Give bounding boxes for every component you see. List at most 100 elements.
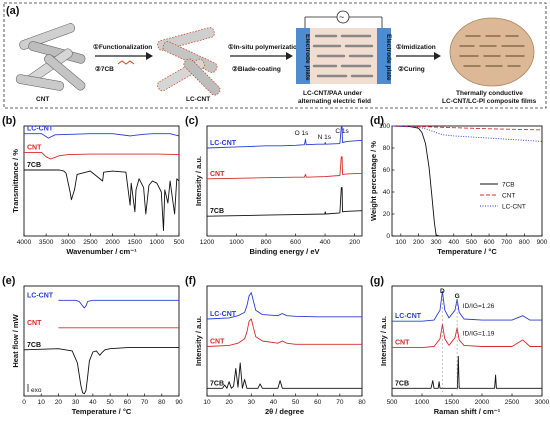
annotation-exo: exo <box>31 387 42 394</box>
x-tick-label: 400 <box>448 239 459 246</box>
x-tick-label: 2500 <box>505 399 520 406</box>
svg-text:~: ~ <box>339 12 344 22</box>
series-label-7cb: 7CB <box>395 380 409 387</box>
series-label-7cb: 7CB <box>27 342 41 349</box>
chart-panel-f: (f) 10 20 30 40 50 60 70 80 2θ / degree Intensity … <box>185 275 366 416</box>
x-tick-label: 1000 <box>415 399 430 406</box>
svg-text:Electrode plate: Electrode plate <box>385 34 392 81</box>
x-tick-label: 1200 <box>200 239 215 246</box>
x-axis-title: Temperature / °C <box>437 247 497 256</box>
ac-source-icon <box>336 10 350 24</box>
x-tick-label: 300 <box>431 239 442 246</box>
arrow-step-3: ①Imidization ②Curing <box>396 43 441 73</box>
series-label-lc-cnt: LC-CNT <box>210 140 237 147</box>
y-tick-label: 80 <box>383 145 391 152</box>
y-tick-label: 100 <box>379 123 390 130</box>
series-label-lc-cnt: LC-CNT <box>27 126 54 133</box>
x-axis-title: Temperature / °C <box>72 407 132 416</box>
series-line-lc-cnt <box>206 126 363 149</box>
step2-blade-coating: ②Blade-coating <box>232 65 281 73</box>
x-tick-label: 50 <box>292 399 300 406</box>
x-tick-label: 10 <box>38 399 46 406</box>
x-tick-label: 1500 <box>445 399 460 406</box>
paa-caption-2: alternating electric field <box>298 98 371 105</box>
series-line-7cb <box>392 355 542 389</box>
y-tick-label: 60 <box>383 167 391 174</box>
x-tick-label: 3500 <box>39 239 54 246</box>
chart-panels: (b)4000 3500 3000 2500 2000 1500 1000 500Wavenu… <box>2 115 550 416</box>
step1-7cb: ②7CB <box>95 65 114 73</box>
x-tick-label: 70 <box>141 399 149 406</box>
panel-label: (b) <box>2 115 16 127</box>
x-tick-label: 30 <box>248 399 256 406</box>
x-tick-label: 0 <box>22 399 26 406</box>
x-tick-label: 500 <box>174 239 185 246</box>
arrow-step-1: ①Functionalization ②7CB <box>93 43 153 73</box>
panel-label: (f) <box>185 275 196 287</box>
x-tick-label: 400 <box>320 239 331 246</box>
series-label-7cb: 7CB <box>210 380 224 387</box>
x-tick-label: 700 <box>501 239 512 246</box>
film-caption-2: LC-CNT/LC-PI composite films <box>442 98 537 105</box>
electrode-plate-left <box>296 28 310 84</box>
x-tick-label: 80 <box>358 399 366 406</box>
y-tick-label: 40 <box>383 189 391 196</box>
legend-entry: LC-CNT <box>502 203 526 210</box>
series-line-lc-cnt <box>206 292 362 320</box>
x-tick-label: 1500 <box>127 239 142 246</box>
chart-panel-c: (c) 1200 1000 800 600 400 200 Binding energy / … <box>185 115 363 256</box>
paa-caption-1: LC-CNT/PAA under <box>303 90 362 97</box>
x-axis-title: Wavenumber / cm⁻¹ <box>66 247 137 256</box>
plot-frame <box>23 285 180 397</box>
x-tick-label: 200 <box>349 239 360 246</box>
plot-frame <box>206 125 363 237</box>
series-label-lc-cnt: LC-CNT <box>395 313 422 320</box>
x-tick-label: 2000 <box>475 399 490 406</box>
y-axis-title: Weight percentage / % <box>369 141 378 221</box>
series-line-7cb <box>391 125 542 237</box>
legend-entry: CNT <box>502 192 515 199</box>
series-line-7cb <box>207 362 362 389</box>
step2-polymerization: ①In-situ polymerization <box>228 43 301 51</box>
step3-imidization: ①Imidization <box>396 43 436 51</box>
x-axis-title: Binding energy / eV <box>249 247 319 256</box>
electric-field-cell: ~ Electrode plate Electrode plate LC-CNT… <box>296 10 392 105</box>
panel-label: (d) <box>370 115 384 127</box>
x-tick-label: 800 <box>261 239 272 246</box>
series-line-lc-cnt <box>391 125 543 142</box>
series-label-cnt: CNT <box>395 340 410 347</box>
series-line-lc-cnt <box>58 299 179 309</box>
chart-panel-e: (e) 0 10 20 30 40 50 60 70 80 90 Temperature / °C He… <box>2 275 183 416</box>
x-axis-title: 2θ / degree <box>265 407 304 416</box>
x-tick-label: 200 <box>413 239 424 246</box>
x-tick-label: 500 <box>466 239 477 246</box>
panel-label: (g) <box>370 275 384 287</box>
y-axis-title: Transmittance / % <box>11 149 20 213</box>
step3-curing: ②Curing <box>398 65 425 73</box>
annotation-g-band: G <box>455 293 460 300</box>
x-tick-label: 1000 <box>150 239 165 246</box>
x-tick-label: 100 <box>395 239 406 246</box>
x-tick-label: 40 <box>270 399 278 406</box>
series-label-cnt: CNT <box>210 171 225 178</box>
x-tick-label: 500 <box>387 399 398 406</box>
panel-a: (a) CNT ①Functionalization ②7CB <box>3 2 547 109</box>
series-label-lc-cnt: LC-CNT <box>210 311 237 318</box>
x-tick-label: 60 <box>314 399 322 406</box>
y-axis-title: Intensity / a.u. <box>194 156 203 206</box>
x-tick-label: 600 <box>484 239 495 246</box>
x-tick-label: 40 <box>89 399 97 406</box>
series-label-lc-cnt: LC-CNT <box>27 292 54 299</box>
series-line-lc-cnt <box>24 133 180 139</box>
annotation-c1s: C 1s <box>335 128 349 135</box>
film-disc <box>449 17 535 87</box>
x-tick-label: 600 <box>290 239 301 246</box>
x-tick-label: 1000 <box>229 239 244 246</box>
panel-a-frame <box>3 2 547 109</box>
step1-functionalization: ①Functionalization <box>93 43 152 51</box>
plot-frame <box>23 125 180 237</box>
film-caption-1: Thermally conductive <box>456 90 523 97</box>
series-line-cnt <box>206 156 363 180</box>
x-tick-label: 70 <box>336 399 344 406</box>
